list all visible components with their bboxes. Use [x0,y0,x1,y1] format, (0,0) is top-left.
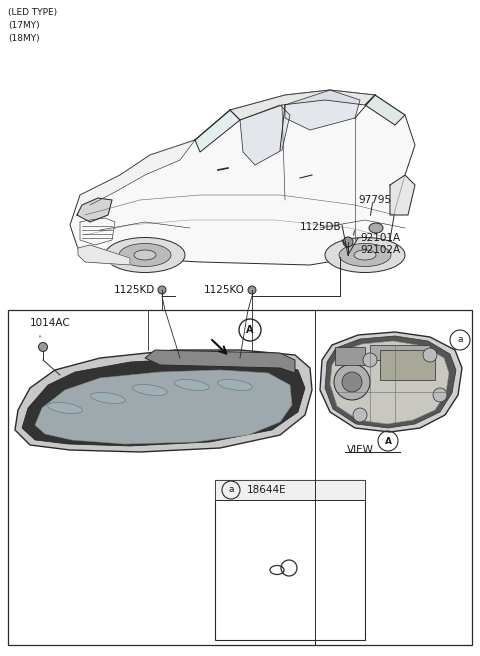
Ellipse shape [134,250,156,260]
Text: 92102A: 92102A [360,245,400,255]
Text: (LED TYPE): (LED TYPE) [8,8,57,17]
Circle shape [343,237,353,247]
Circle shape [423,348,437,362]
Text: VIEW: VIEW [347,445,374,455]
Bar [215,480,365,500]
Ellipse shape [354,250,376,260]
Text: 1125DB: 1125DB [300,222,342,232]
Polygon shape [325,336,456,428]
Ellipse shape [48,403,83,413]
Ellipse shape [105,237,185,272]
Text: 97795: 97795 [358,195,391,205]
Polygon shape [285,90,360,130]
Bar [380,350,435,380]
Bar [335,347,365,365]
Ellipse shape [175,379,209,390]
Text: a: a [228,485,234,495]
Polygon shape [80,140,195,205]
Circle shape [248,286,256,294]
Polygon shape [22,358,305,446]
Bar [370,345,430,360]
Circle shape [158,286,166,294]
Text: (17MY): (17MY) [8,21,40,30]
Polygon shape [230,90,375,120]
Ellipse shape [91,392,125,403]
Ellipse shape [119,243,171,266]
Ellipse shape [339,243,391,266]
Polygon shape [195,110,240,152]
Polygon shape [145,350,295,373]
Bar [8,310,472,645]
Ellipse shape [132,384,168,396]
Text: a: a [457,335,463,344]
Polygon shape [320,332,462,432]
Polygon shape [70,90,415,265]
Text: 18644E: 18644E [247,485,287,495]
Text: 1125KD: 1125KD [114,285,155,295]
Text: 1014AC: 1014AC [30,318,71,328]
Polygon shape [390,175,415,215]
Polygon shape [35,370,292,444]
Ellipse shape [217,379,252,390]
Text: (18MY): (18MY) [8,34,40,43]
Polygon shape [77,198,112,222]
Circle shape [342,372,362,392]
Circle shape [334,364,370,400]
Polygon shape [330,341,449,424]
Text: A: A [384,436,392,445]
Text: A: A [246,325,254,335]
Circle shape [433,388,447,402]
Text: 1125KO: 1125KO [204,285,245,295]
Bar [215,480,365,640]
Polygon shape [240,105,290,165]
Circle shape [353,408,367,422]
Ellipse shape [369,223,383,233]
Polygon shape [365,95,405,125]
Circle shape [363,353,377,367]
Polygon shape [15,350,312,452]
Ellipse shape [325,237,405,272]
Circle shape [38,342,48,352]
Text: 92101A: 92101A [360,233,400,243]
Polygon shape [78,245,130,265]
